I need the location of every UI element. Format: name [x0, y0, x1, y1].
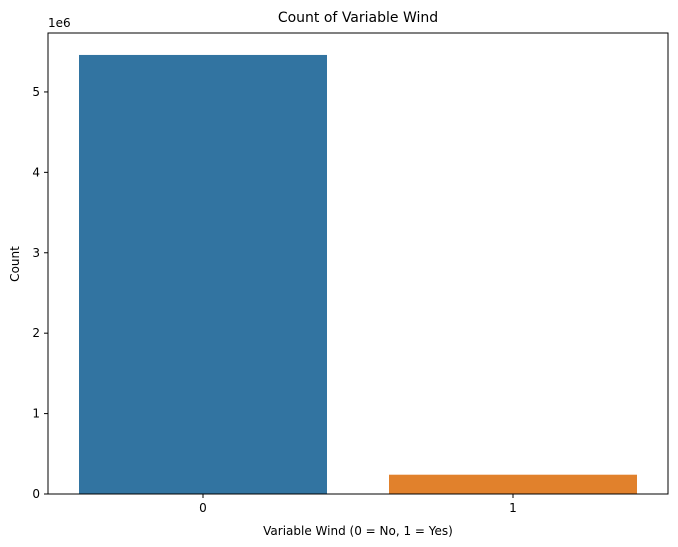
y-offset-label: 1e6: [48, 16, 71, 30]
x-tick-label: 0: [199, 501, 207, 515]
x-tick-label: 1: [509, 501, 517, 515]
bar-0: [79, 54, 327, 494]
y-axis-label: Count: [8, 246, 22, 282]
y-tick-label: 0: [32, 487, 40, 501]
y-tick-label: 5: [32, 85, 40, 99]
bar-1: [389, 474, 637, 494]
y-tick-label: 3: [32, 246, 40, 260]
y-tick-label: 1: [32, 407, 40, 421]
y-tick-label: 2: [32, 326, 40, 340]
plot-frame: [47, 32, 669, 495]
y-tick-label: 4: [32, 165, 40, 179]
chart-title: Count of Variable Wind: [278, 10, 438, 26]
x-axis-label: Variable Wind (0 = No, 1 = Yes): [263, 524, 453, 538]
